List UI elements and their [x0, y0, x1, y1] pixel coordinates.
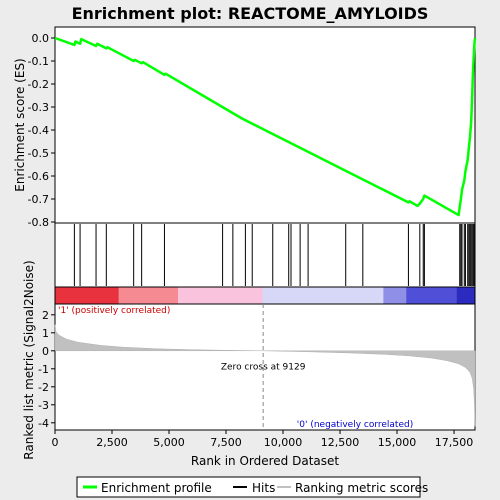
x-tick-label: 5,000	[153, 436, 185, 449]
x-tick-label: 17,500	[435, 436, 474, 449]
metric-y-tick-label: -3	[38, 399, 49, 412]
ranking-metric-area	[54, 324, 476, 427]
es-y-tick-label: -0.6	[28, 170, 49, 183]
metric-y-tick-label: -4	[38, 417, 49, 430]
x-tick-label: 7,500	[210, 436, 242, 449]
es-y-tick-label: -0.7	[28, 193, 49, 206]
es-y-axis: 0.0 -0.1 -0.2 -0.3 -0.4 -0.5 -0.6 -0.7 -0.8	[28, 32, 55, 229]
metric-y-axis: 2 1 0 -1 -2 -3 -4	[38, 309, 55, 430]
metric-y-tick-label: -1	[38, 363, 49, 376]
zero-cross-label: Zero cross at 9129	[221, 363, 306, 373]
es-y-tick-label: 0.0	[32, 32, 50, 45]
metric-y-tick-label: 1	[42, 327, 49, 340]
es-panel	[54, 26, 476, 224]
color-bar-segment	[383, 287, 407, 304]
es-y-tick-label: -0.3	[28, 101, 49, 114]
metric-y-tick-label: -2	[38, 381, 49, 394]
color-bar-segment	[55, 287, 119, 304]
enrichment-profile-line	[54, 36, 477, 217]
correlation-color-bar	[54, 286, 476, 305]
chart-title: Enrichment plot: REACTOME_AMYLOIDS	[72, 4, 429, 23]
metric-y-tick-label: 0	[42, 345, 49, 358]
es-y-tick-label: -0.8	[28, 216, 49, 229]
legend-hits-label: Hits	[252, 481, 275, 495]
legend-metric-label: Ranking metric scores	[295, 481, 428, 495]
es-y-tick-label: -0.1	[28, 55, 49, 68]
negative-correlation-label: '0' (negatively correlated)	[297, 420, 413, 430]
x-tick-label: 10,000	[264, 436, 303, 449]
hits-marks	[73, 224, 476, 286]
es-y-tick-label: -0.2	[28, 78, 49, 91]
x-tick-label: 0	[52, 436, 59, 449]
x-tick-label: 12,500	[321, 436, 360, 449]
x-axis-label: Rank in Ordered Dataset	[191, 454, 339, 468]
es-y-tick-label: -0.5	[28, 147, 49, 160]
es-y-tick-label: -0.4	[28, 124, 49, 137]
color-bar-segment	[456, 287, 475, 304]
metric-y-axis-label: Ranked list metric (Signal2Noise)	[22, 260, 36, 459]
x-tick-label: 15,000	[378, 436, 417, 449]
metric-y-tick-label: 2	[42, 309, 49, 322]
color-bar-segment	[118, 287, 179, 304]
x-axis: 0 2,500 5,000 7,500 10,000 12,500 15,000 17,500	[52, 430, 474, 449]
hits-panel	[54, 222, 476, 288]
x-tick-label: 2,500	[96, 436, 128, 449]
positive-correlation-label: '1' (positively correlated)	[58, 306, 170, 316]
color-bar-segment	[178, 287, 263, 304]
color-bar-segment	[262, 287, 384, 304]
color-bar-segment	[406, 287, 457, 304]
es-y-axis-label: Enrichment score (ES)	[13, 58, 27, 191]
legend: Enrichment profile Hits Ranking metric s…	[76, 476, 428, 498]
legend-enrichment-label: Enrichment profile	[101, 481, 212, 495]
metric-panel	[54, 303, 476, 431]
